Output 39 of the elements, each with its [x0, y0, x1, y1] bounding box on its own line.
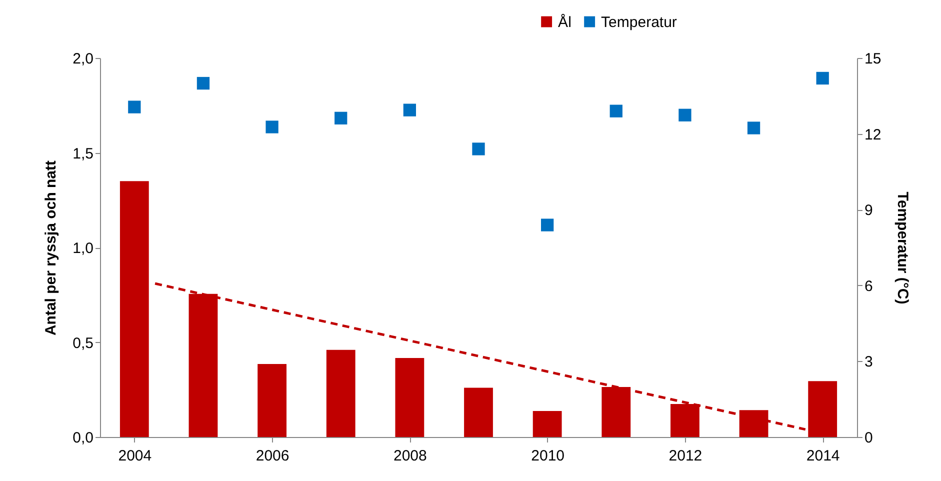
y-tick-label: 0,5	[72, 334, 94, 352]
y-tick-label: 1,0	[72, 240, 94, 257]
point	[678, 108, 692, 122]
y-tick-label: 1,5	[72, 145, 94, 162]
x-tick-label: 2004	[118, 448, 152, 464]
point	[128, 100, 141, 114]
legend-label: Ål	[558, 12, 572, 31]
y-tick-label: 2,0	[72, 50, 94, 68]
bar	[395, 358, 424, 437]
y2-tick-label: 6	[864, 278, 873, 295]
bar	[326, 350, 356, 437]
bar	[120, 181, 149, 437]
y2-tick-label: 0	[864, 430, 873, 446]
point	[266, 120, 278, 134]
point	[472, 142, 485, 156]
x-tick-label: 2010	[531, 448, 565, 464]
point	[403, 104, 416, 116]
x-tick-label: 2006	[256, 448, 290, 464]
point	[540, 218, 554, 232]
y2-tick-label: 15	[864, 50, 882, 68]
bar	[532, 411, 562, 437]
y2-tick-label: 9	[864, 202, 873, 220]
y2-axis-title: Temperatur (°C)	[894, 192, 912, 304]
y2-tick-label: 3	[864, 354, 873, 371]
point	[816, 72, 829, 85]
x-tick-label: 2012	[668, 448, 702, 464]
bar	[808, 381, 838, 437]
y2-tick-label: 12	[864, 126, 882, 144]
point	[610, 104, 622, 118]
point	[747, 122, 760, 134]
x-tick-label: 2008	[393, 448, 427, 464]
x-tick-label: 2014	[806, 448, 840, 464]
bar	[258, 364, 286, 437]
point	[196, 76, 210, 90]
y-tick-label: 0,0	[72, 430, 94, 446]
legend-label: Temperatur	[601, 14, 677, 31]
bar	[464, 388, 493, 437]
point	[334, 112, 348, 124]
y-axis-title: Antal per ryssja och natt	[42, 160, 60, 336]
